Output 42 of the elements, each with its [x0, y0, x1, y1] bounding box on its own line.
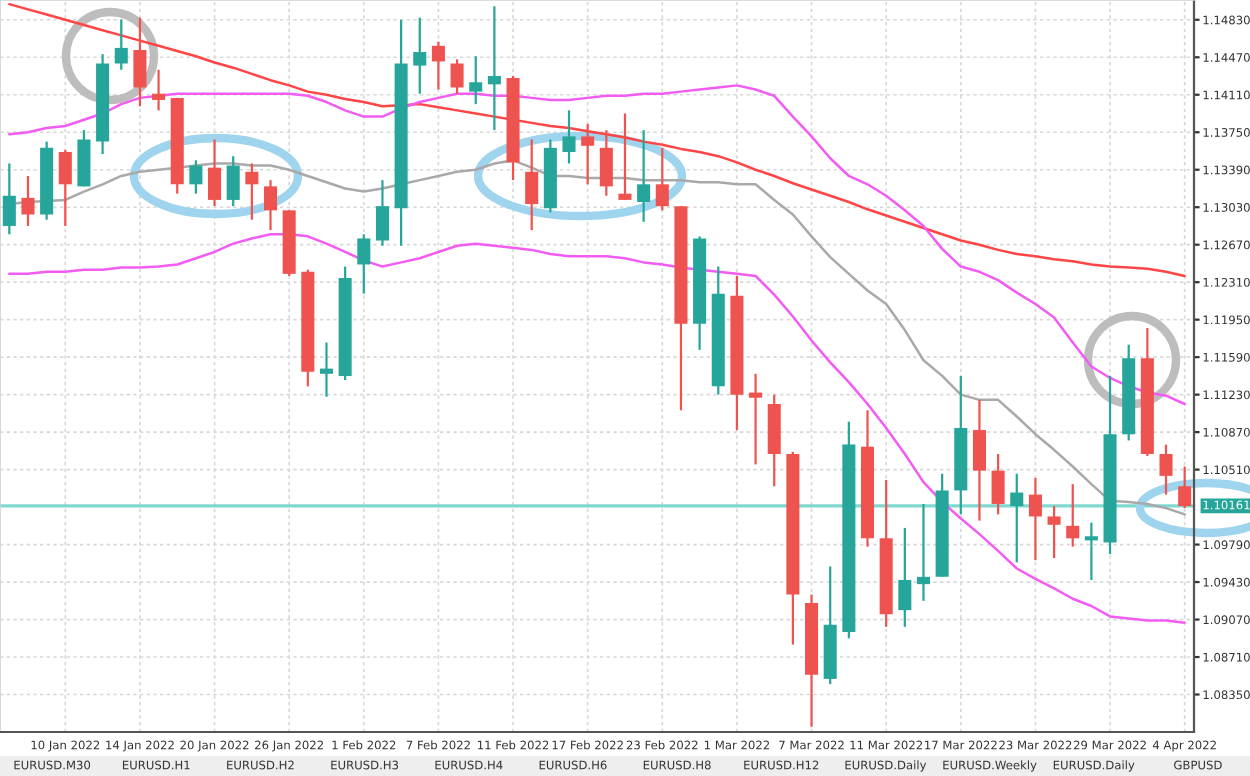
candlestick [189, 159, 203, 195]
candlestick [562, 109, 576, 165]
candlestick [208, 138, 222, 208]
candlestick [1159, 443, 1173, 496]
candlestick [1010, 472, 1024, 564]
candlestick [450, 58, 464, 95]
candlestick [991, 452, 1005, 516]
candlestick [1084, 521, 1098, 582]
candlestick [469, 55, 483, 106]
candlestick [1066, 483, 1080, 548]
candlestick [2, 162, 16, 236]
line-series [8, 84, 1186, 406]
candlestick [487, 5, 501, 132]
candlestick [1047, 504, 1061, 560]
candlestick [655, 146, 669, 212]
candlestick [152, 68, 166, 112]
line-series [8, 2, 1186, 278]
candlestick [114, 18, 128, 71]
candlestick [1028, 476, 1042, 562]
candlestick [245, 162, 259, 221]
candlestick [77, 129, 91, 188]
candlestick [133, 16, 147, 108]
candlestick [599, 129, 613, 197]
candlestick [749, 372, 763, 466]
candlestick [375, 179, 389, 247]
candlestick [413, 16, 427, 95]
candlestick [1178, 465, 1192, 510]
line-series [8, 233, 1186, 624]
candlestick [431, 40, 445, 91]
candlestick [916, 502, 931, 602]
candlestick [898, 526, 912, 628]
candlestick [637, 129, 651, 223]
candlestick [58, 148, 72, 228]
candlestick [226, 155, 240, 208]
candlestick [618, 112, 632, 202]
candlestick [319, 341, 334, 398]
candlestick [525, 138, 539, 232]
candlestick [581, 122, 595, 186]
candlestick [21, 174, 35, 228]
candlestick [263, 179, 278, 232]
candlestick [972, 398, 986, 522]
candlestick [357, 233, 371, 295]
